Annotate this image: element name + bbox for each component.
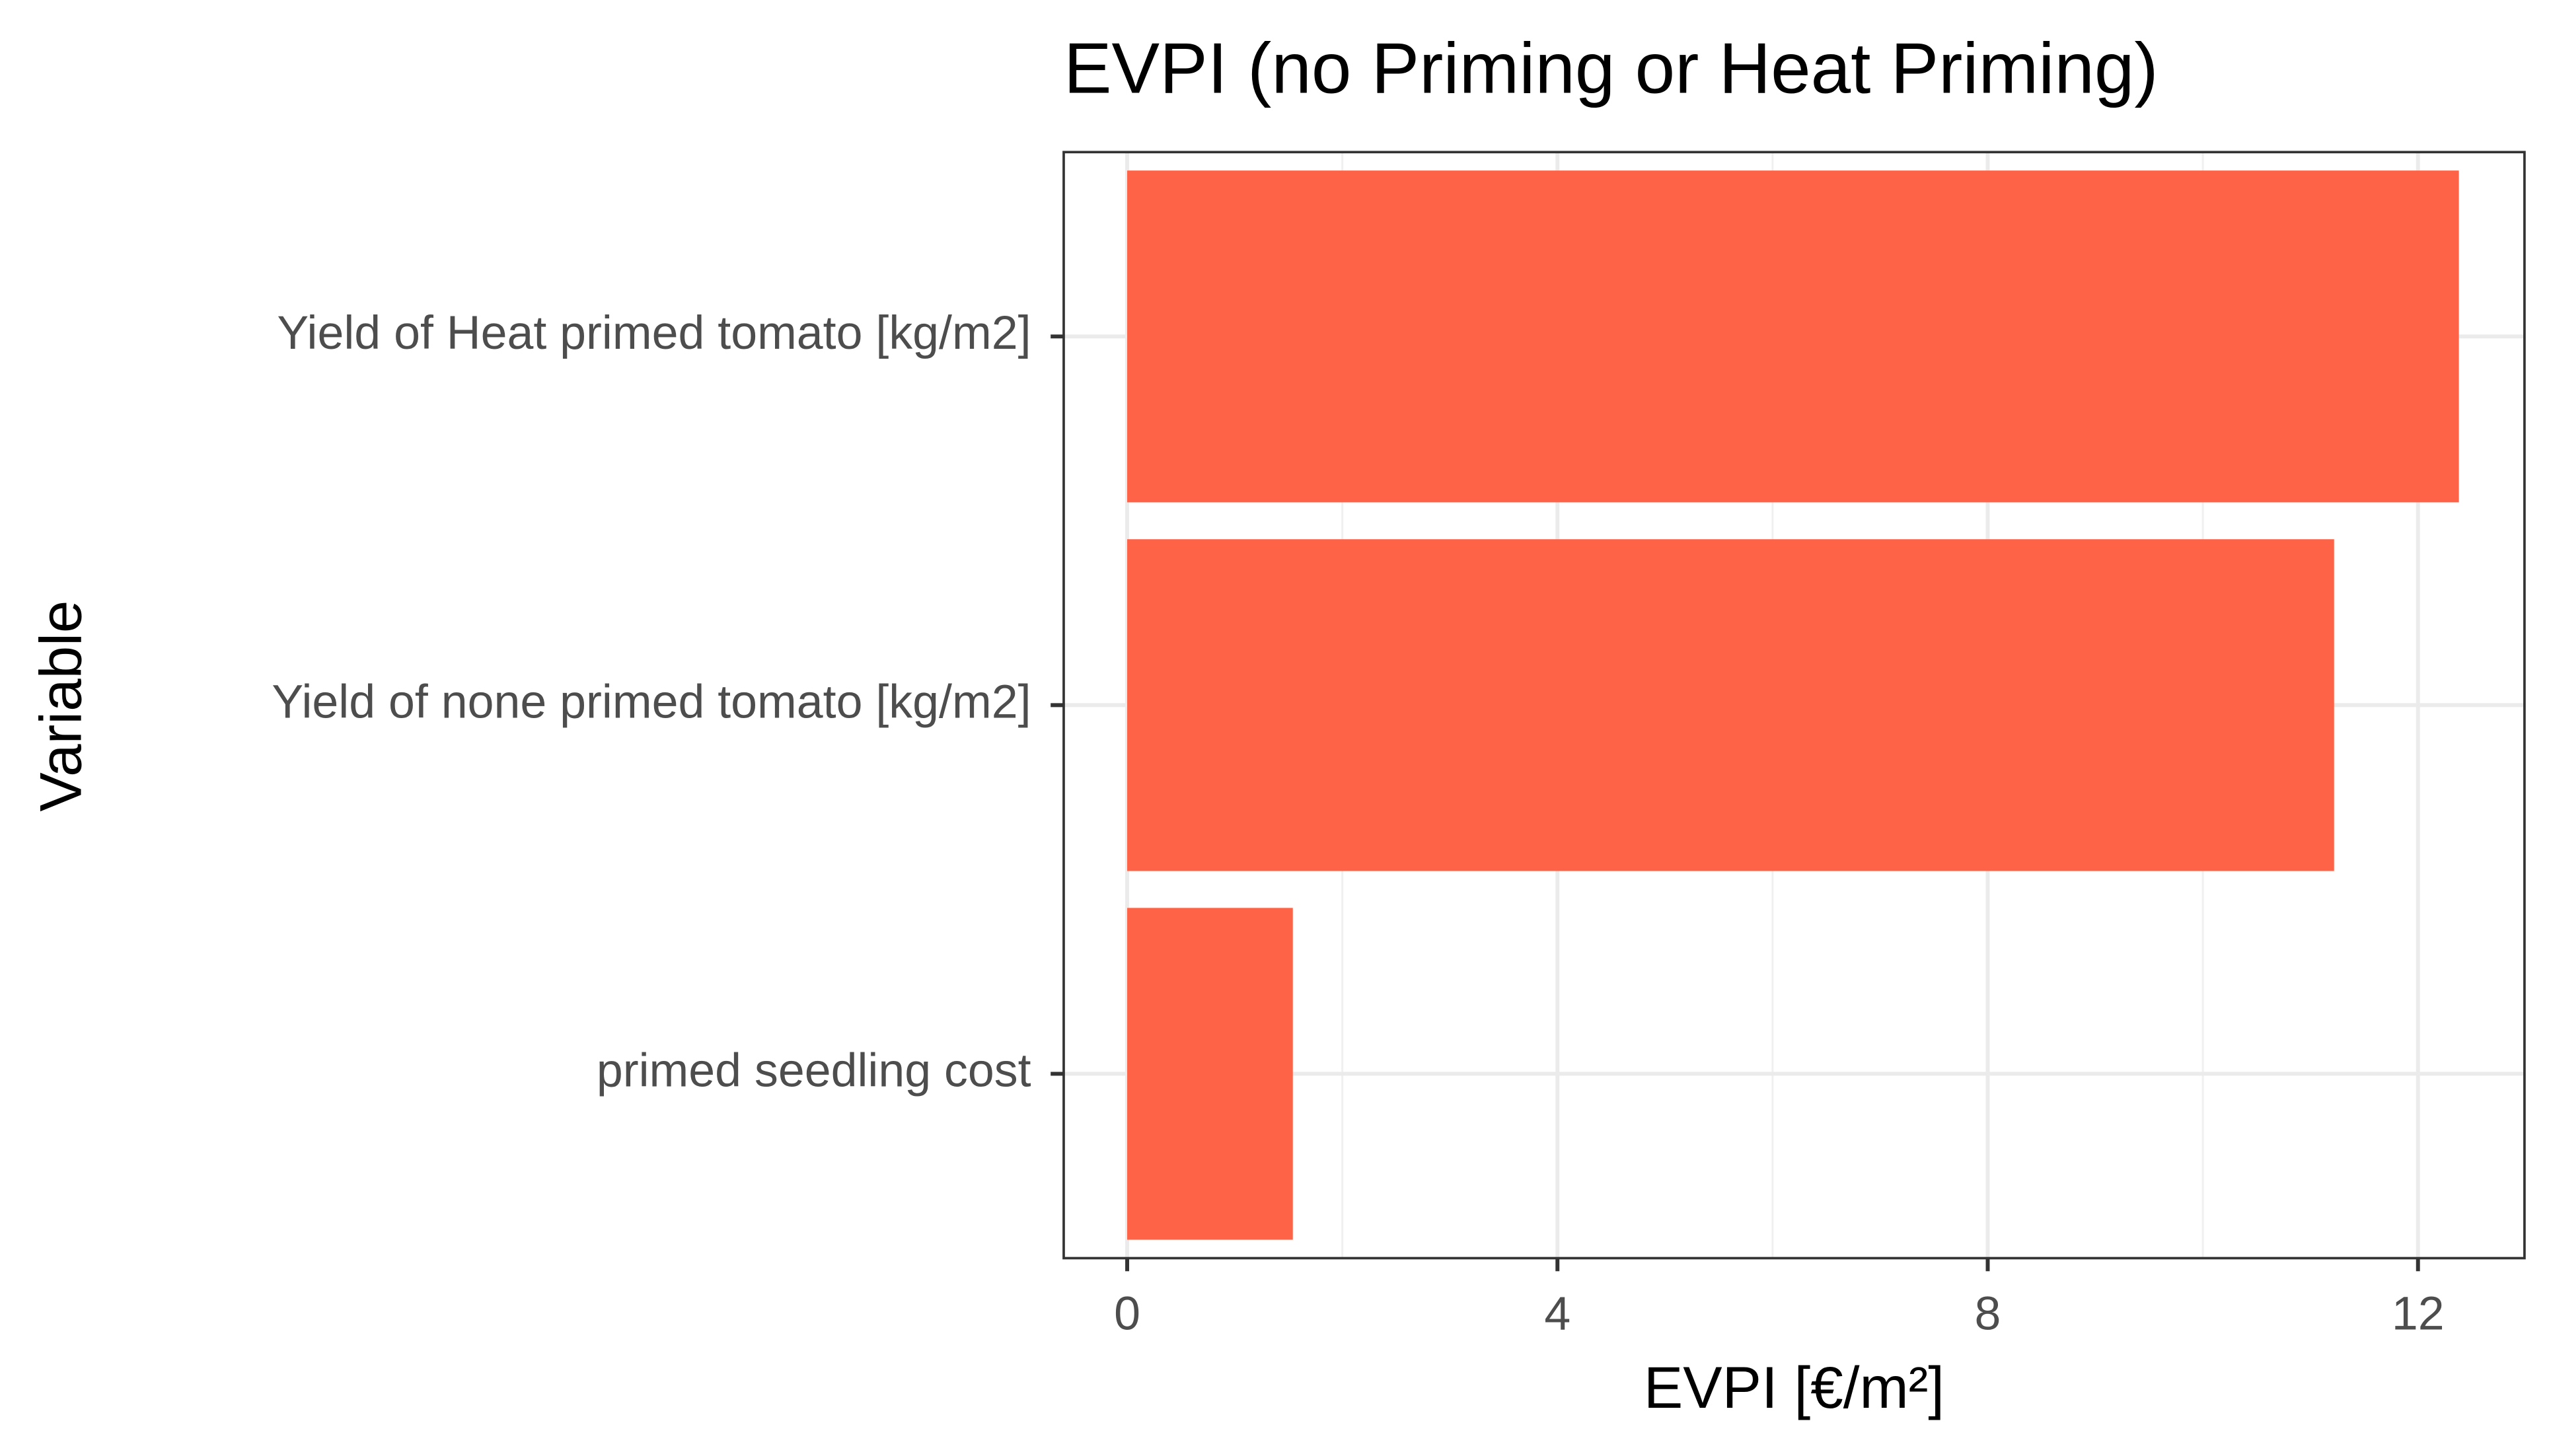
x-tick-label: 4 xyxy=(1544,1287,1570,1340)
y-tick-label: Yield of none primed tomato [kg/m2] xyxy=(272,675,1031,728)
bar xyxy=(1127,908,1293,1240)
y-axis-title: Variable xyxy=(27,601,93,812)
bar xyxy=(1127,539,2334,871)
y-tick-label: Yield of Heat primed tomato [kg/m2] xyxy=(277,307,1031,359)
panel-border xyxy=(1062,151,2526,1260)
x-axis-title: EVPI [€/m²] xyxy=(1644,1354,1944,1420)
y-tick-label: primed seedling cost xyxy=(597,1044,1031,1097)
x-tick-label: 0 xyxy=(1114,1287,1140,1340)
bar xyxy=(1127,170,2459,503)
x-tick-label: 8 xyxy=(1975,1287,2001,1340)
x-tick-label: 12 xyxy=(2392,1287,2445,1340)
chart-title: EVPI (no Priming or Heat Priming) xyxy=(1064,28,2159,108)
